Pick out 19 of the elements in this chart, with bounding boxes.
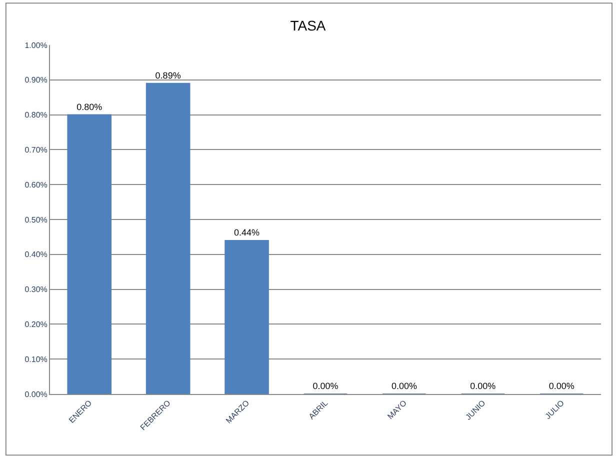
data-label: 0.00% xyxy=(548,381,574,391)
y-tick-label: 0.00% xyxy=(24,390,48,399)
data-label: 0.80% xyxy=(76,102,102,112)
y-tick-label: 0.90% xyxy=(24,76,48,85)
data-label: 0.00% xyxy=(470,381,496,391)
y-tick-label: 0.30% xyxy=(24,285,48,294)
data-label: 0.00% xyxy=(312,381,338,391)
data-label: 0.00% xyxy=(391,381,417,391)
data-label: 0.89% xyxy=(155,70,181,80)
data-label: 0.44% xyxy=(234,227,260,238)
y-tick-label: 0.20% xyxy=(24,320,48,329)
y-tick-label: 0.50% xyxy=(24,215,48,224)
y-tick-label: 0.10% xyxy=(24,354,48,364)
chart-title: TASA xyxy=(290,17,326,34)
y-tick-label: 0.60% xyxy=(24,180,48,190)
y-tick-label: 0.80% xyxy=(24,110,48,120)
y-tick-label: 0.40% xyxy=(24,250,48,260)
y-tick-label: 0.70% xyxy=(24,146,48,154)
y-tick-label: 1.00% xyxy=(24,40,48,50)
